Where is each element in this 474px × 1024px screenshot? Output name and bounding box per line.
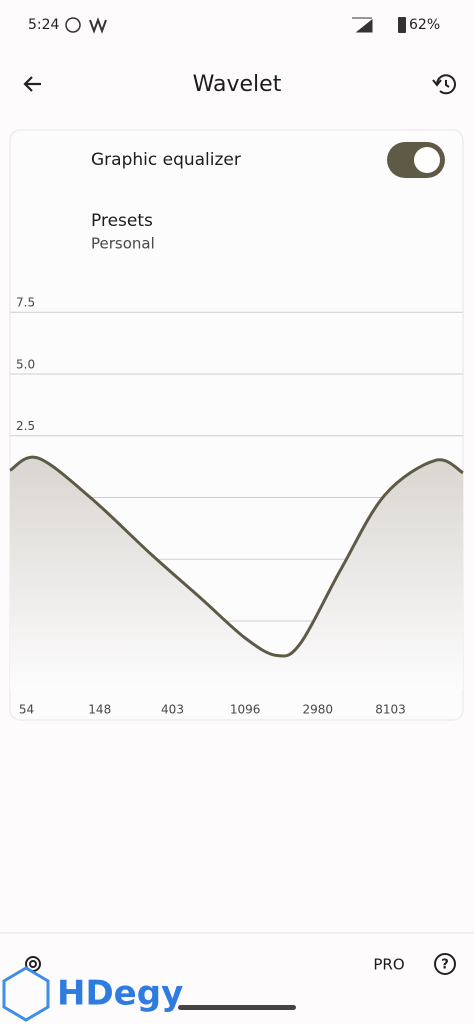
pro-button[interactable]: PRO [373, 956, 404, 974]
status-time: 5:24 [28, 17, 60, 33]
x-tick-label: 8103 [375, 703, 406, 717]
y-tick-label: 5.0 [16, 357, 35, 371]
presets-title[interactable]: Presets [91, 211, 153, 231]
x-tick-label: 148 [88, 703, 111, 717]
header-title: Wavelet [193, 72, 282, 97]
toggle-knob [414, 147, 440, 173]
y-tick-label: 7.5 [16, 296, 35, 310]
help-icon: ? [441, 958, 449, 973]
battery-icon [398, 17, 406, 33]
reset-button[interactable] [432, 74, 456, 95]
presets-value[interactable]: Personal [91, 235, 155, 253]
toggle-label: Graphic equalizer [91, 150, 241, 170]
watermark: HDegy [57, 974, 183, 1014]
status-icon [89, 17, 107, 34]
x-tick-label: 403 [161, 703, 184, 717]
y-tick-label: 2.5 [16, 419, 35, 433]
status-battery: 62% [409, 17, 440, 33]
x-tick-label: 54 [19, 703, 34, 717]
x-tick-label: 1096 [230, 703, 261, 717]
status-icons [352, 17, 373, 33]
back-button[interactable] [23, 76, 41, 92]
eq-curve [9, 455, 464, 658]
eq-area [10, 457, 463, 690]
status-icon [65, 17, 81, 33]
x-tick-label: 2980 [303, 703, 334, 717]
nav-handle [178, 1005, 296, 1010]
help-button[interactable] [434, 953, 456, 975]
watermark-logo [2, 966, 50, 1022]
